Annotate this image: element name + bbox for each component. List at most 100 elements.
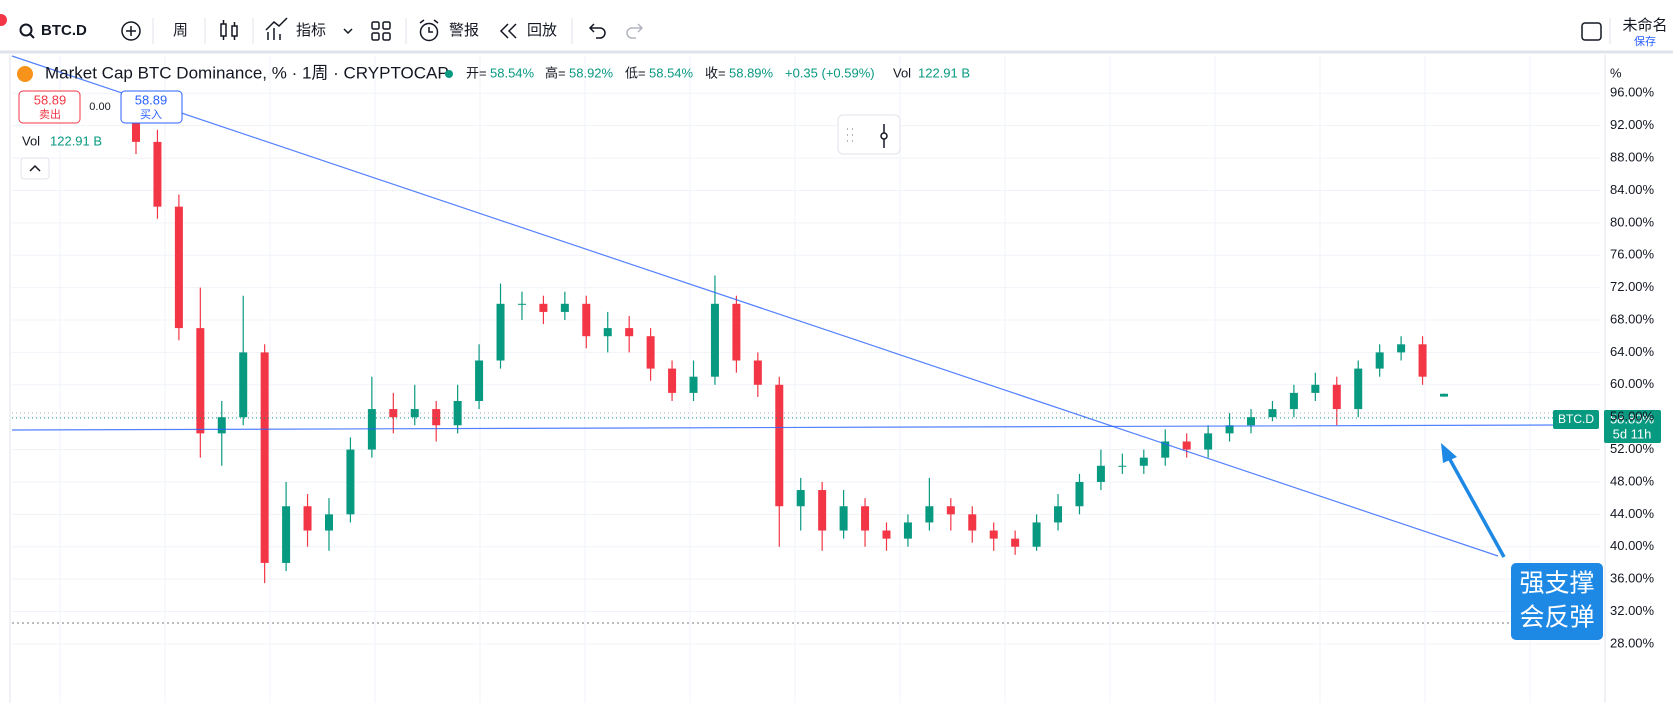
annotation-text: 会反弹 — [1519, 604, 1594, 632]
alert-label[interactable]: 警报 — [449, 22, 479, 39]
sell-label[interactable]: 卖出 — [39, 107, 61, 121]
price-tag — [1604, 410, 1661, 443]
legend-title: Market Cap BTC Dominance, % · 1周 · CRYPT… — [45, 63, 449, 82]
y-tick-label: 44.00% — [1610, 506, 1655, 521]
symbol[interactable]: BTC.D — [41, 22, 87, 39]
symbol-search[interactable]: BTC.D — [19, 22, 87, 39]
horizontal-line[interactable] — [11, 424, 1556, 431]
arrow — [1441, 443, 1506, 558]
candle-body — [1225, 425, 1234, 434]
candle-body — [132, 117, 140, 142]
buy-button[interactable]: 58.89 买入 — [120, 90, 183, 124]
y-tick-label: 88.00% — [1610, 150, 1655, 165]
alert-button[interactable]: 警报 — [419, 19, 479, 42]
annotation-text: 强支撑 — [1519, 570, 1594, 598]
candle-body — [217, 417, 226, 434]
candle-body — [1247, 417, 1256, 426]
candle-body — [603, 328, 612, 337]
candle-body — [1311, 384, 1320, 393]
candle-body — [324, 514, 333, 531]
volume-value: 122.91 B — [50, 133, 102, 148]
legend-value: 122.91 B — [918, 65, 970, 80]
legend-value: 58.54% — [490, 65, 535, 80]
y-tick-label: 48.00% — [1610, 473, 1655, 488]
legend-label: 高= — [545, 65, 566, 80]
collapse-button[interactable] — [20, 157, 50, 180]
y-tick-label: 60.00% — [1610, 376, 1655, 391]
candle-body — [732, 303, 741, 361]
candle-body — [1075, 481, 1084, 507]
y-tick-label: 76.00% — [1610, 247, 1655, 262]
candle-body — [1289, 392, 1298, 410]
candles — [132, 105, 1448, 584]
candle-body — [1161, 441, 1170, 458]
sell-price[interactable]: 58.89 — [34, 92, 67, 107]
buy-label[interactable]: 买入 — [140, 108, 162, 121]
candle-body — [753, 360, 762, 385]
candle-body — [1182, 441, 1191, 450]
candle-body — [517, 303, 526, 305]
undo-button[interactable] — [588, 23, 606, 39]
floating-toolbar[interactable] — [837, 114, 901, 155]
candle-body — [710, 303, 719, 377]
save-button[interactable]: 保存 — [1634, 34, 1656, 48]
candle-body — [582, 303, 591, 337]
layouts-button[interactable] — [371, 21, 391, 41]
indicators-button[interactable]: 指标 — [265, 17, 353, 40]
y-tick-label: 92.00% — [1610, 117, 1655, 132]
interval-button[interactable]: 周 — [173, 22, 188, 39]
y-tick-label: 72.00% — [1610, 279, 1655, 294]
buy-price[interactable]: 58.89 — [135, 92, 168, 107]
layout-name[interactable]: 未命名 — [1622, 16, 1667, 34]
price-tag-value: 58.89% — [1610, 411, 1655, 426]
redo-button[interactable] — [626, 23, 644, 39]
candle-body — [861, 506, 870, 531]
candle-body — [1204, 433, 1213, 450]
symbol-tag — [1553, 410, 1599, 429]
replay-label[interactable]: 回放 — [527, 22, 557, 39]
y-tick-label: 40.00% — [1610, 538, 1655, 553]
candle-body — [174, 206, 183, 329]
candle-body — [1418, 344, 1427, 377]
candle-body — [153, 141, 162, 207]
candle-body — [796, 490, 805, 507]
candle-body — [882, 530, 891, 539]
legend-label: 低= — [625, 65, 646, 80]
legend-value: 58.54% — [649, 65, 694, 80]
legend-change: +0.35 (+0.59%) — [785, 65, 875, 80]
y-tick-label: 84.00% — [1610, 182, 1655, 197]
candle-body — [1375, 352, 1384, 369]
candle-body — [1054, 506, 1063, 523]
y-tick-label: 96.00% — [1610, 85, 1655, 100]
chart-type-button[interactable] — [220, 20, 238, 40]
candle-body — [1397, 344, 1406, 353]
y-tick-label: 64.00% — [1610, 344, 1655, 359]
compare-button[interactable] — [121, 21, 141, 41]
candle-body — [453, 400, 462, 426]
candle-body — [668, 368, 677, 393]
candle-body — [1011, 538, 1020, 547]
candle-body — [260, 352, 269, 563]
fullscreen-button[interactable] — [1581, 22, 1602, 41]
price-tag-countdown: 5d 11h — [1613, 426, 1652, 441]
candle-body — [1440, 393, 1448, 397]
candle-body — [475, 360, 484, 401]
legend-value: 58.89% — [729, 65, 774, 80]
grid — [12, 56, 1600, 703]
candle-body — [946, 506, 955, 515]
candle-body — [1354, 368, 1363, 410]
indicators-label[interactable]: 指标 — [296, 22, 326, 39]
status-dot — [445, 70, 453, 78]
candle-body — [839, 506, 848, 531]
y-tick-label: 68.00% — [1610, 311, 1655, 326]
legend-label: Vol — [893, 65, 911, 80]
volume-label: Vol — [22, 133, 40, 148]
trend-line[interactable] — [11, 55, 1499, 557]
symbol-tag-text: BTC.D — [1558, 412, 1594, 426]
candle-body — [539, 303, 548, 312]
replay-button[interactable]: 回放 — [499, 22, 557, 39]
sell-button[interactable]: 58.89 卖出 — [18, 90, 81, 124]
candle-body — [496, 303, 505, 361]
candle-body — [689, 376, 698, 393]
